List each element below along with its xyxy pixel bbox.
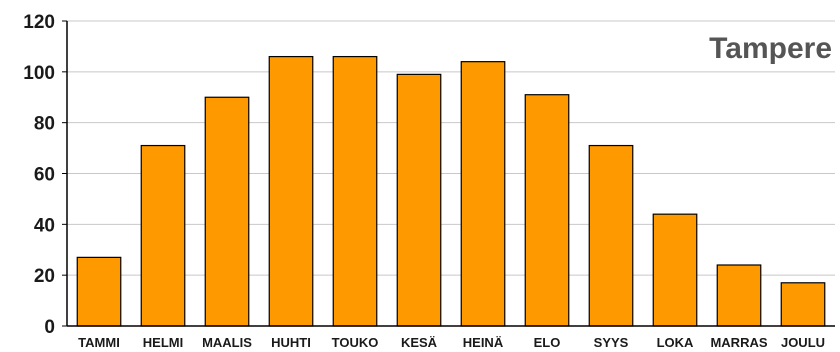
y-tick-labels: 0 20 40 60 80 100 120 — [23, 12, 67, 338]
y-tick-label: 100 — [23, 63, 55, 84]
bar-tammi — [76, 256, 122, 327]
chart-title: Tampere — [709, 32, 832, 65]
category-label: HELMI — [143, 335, 183, 350]
category-label: ELO — [534, 335, 561, 350]
y-tick-label: 120 — [23, 12, 55, 33]
category-label: SYYS — [594, 335, 629, 350]
bar-marras — [716, 264, 762, 327]
bar-helmi — [140, 144, 186, 327]
bar-kesä — [396, 73, 442, 327]
category-label: MARRAS — [710, 335, 767, 350]
bar-maalis — [204, 96, 250, 327]
category-label: KESÄ — [401, 335, 438, 350]
bar-loka — [652, 213, 698, 327]
category-label: TOUKO — [332, 335, 379, 350]
category-label: TAMMI — [78, 335, 120, 350]
category-label: LOKA — [657, 335, 694, 350]
category-label: JOULU — [781, 335, 825, 350]
bar-touko — [332, 55, 378, 327]
y-tick-label: 60 — [34, 165, 55, 186]
bar-huhti — [268, 55, 314, 327]
bar-syys — [588, 144, 634, 327]
bar-joulu — [780, 282, 826, 327]
y-tick-label: 40 — [34, 215, 55, 236]
bar-elo — [524, 94, 570, 327]
category-labels: TAMMI HELMI MAALIS HUHTI TOUKO KESÄ HEINÄ ELO SY… — [78, 335, 825, 350]
category-label: MAALIS — [202, 335, 252, 350]
category-label: HEINÄ — [463, 335, 504, 350]
y-tick-label: 0 — [44, 317, 55, 338]
bar-heinä — [460, 61, 506, 327]
y-tick-label: 20 — [34, 266, 55, 287]
bars — [76, 55, 826, 327]
gridlines — [67, 20, 835, 276]
category-label: HUHTI — [271, 335, 311, 350]
y-tick-label: 80 — [34, 114, 55, 135]
